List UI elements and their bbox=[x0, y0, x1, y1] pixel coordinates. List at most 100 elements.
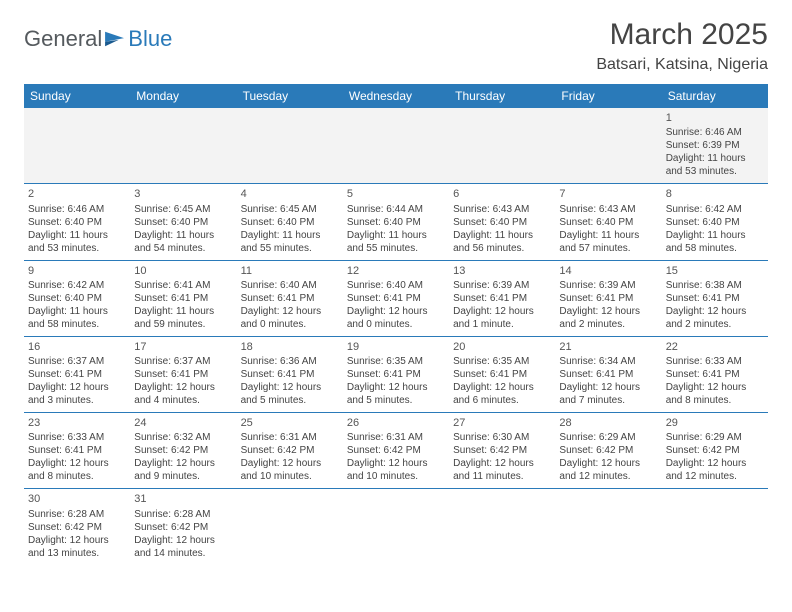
daylight-text: Daylight: 12 hours and 7 minutes. bbox=[559, 381, 657, 407]
daylight-text: Daylight: 11 hours and 53 minutes. bbox=[666, 152, 764, 178]
calendar-row: 30Sunrise: 6:28 AMSunset: 6:42 PMDayligh… bbox=[24, 489, 768, 565]
sunrise-text: Sunrise: 6:29 AM bbox=[559, 431, 657, 444]
day-number: 4 bbox=[241, 187, 339, 201]
sunset-text: Sunset: 6:40 PM bbox=[134, 216, 232, 229]
sunrise-text: Sunrise: 6:31 AM bbox=[241, 431, 339, 444]
sunset-text: Sunset: 6:41 PM bbox=[241, 368, 339, 381]
day-number: 8 bbox=[666, 187, 764, 201]
daylight-text: Daylight: 11 hours and 55 minutes. bbox=[241, 229, 339, 255]
day-number: 12 bbox=[347, 264, 445, 278]
day-number: 29 bbox=[666, 416, 764, 430]
sunset-text: Sunset: 6:41 PM bbox=[666, 368, 764, 381]
flag-icon bbox=[104, 30, 126, 48]
day-number: 5 bbox=[347, 187, 445, 201]
sunset-text: Sunset: 6:42 PM bbox=[666, 444, 764, 457]
calendar-cell bbox=[555, 108, 661, 184]
calendar-cell: 13Sunrise: 6:39 AMSunset: 6:41 PMDayligh… bbox=[449, 260, 555, 336]
calendar-cell bbox=[237, 108, 343, 184]
sunset-text: Sunset: 6:41 PM bbox=[453, 368, 551, 381]
calendar-cell bbox=[449, 108, 555, 184]
daylight-text: Daylight: 11 hours and 57 minutes. bbox=[559, 229, 657, 255]
day-number: 2 bbox=[28, 187, 126, 201]
sunset-text: Sunset: 6:40 PM bbox=[347, 216, 445, 229]
weekday-header: Monday bbox=[130, 84, 236, 108]
daylight-text: Daylight: 12 hours and 11 minutes. bbox=[453, 457, 551, 483]
day-number: 20 bbox=[453, 340, 551, 354]
sunrise-text: Sunrise: 6:38 AM bbox=[666, 279, 764, 292]
sunrise-text: Sunrise: 6:30 AM bbox=[453, 431, 551, 444]
sunrise-text: Sunrise: 6:37 AM bbox=[28, 355, 126, 368]
calendar-cell: 5Sunrise: 6:44 AMSunset: 6:40 PMDaylight… bbox=[343, 184, 449, 260]
calendar-cell: 16Sunrise: 6:37 AMSunset: 6:41 PMDayligh… bbox=[24, 336, 130, 412]
sunset-text: Sunset: 6:40 PM bbox=[453, 216, 551, 229]
sunrise-text: Sunrise: 6:36 AM bbox=[241, 355, 339, 368]
calendar-cell: 2Sunrise: 6:46 AMSunset: 6:40 PMDaylight… bbox=[24, 184, 130, 260]
calendar-cell: 18Sunrise: 6:36 AMSunset: 6:41 PMDayligh… bbox=[237, 336, 343, 412]
calendar-cell: 6Sunrise: 6:43 AMSunset: 6:40 PMDaylight… bbox=[449, 184, 555, 260]
page-title: March 2025 bbox=[596, 18, 768, 52]
calendar-cell: 25Sunrise: 6:31 AMSunset: 6:42 PMDayligh… bbox=[237, 413, 343, 489]
sunrise-text: Sunrise: 6:33 AM bbox=[28, 431, 126, 444]
sunrise-text: Sunrise: 6:46 AM bbox=[666, 126, 764, 139]
sunrise-text: Sunrise: 6:32 AM bbox=[134, 431, 232, 444]
sunrise-text: Sunrise: 6:39 AM bbox=[559, 279, 657, 292]
logo: General Blue bbox=[24, 18, 172, 52]
sunrise-text: Sunrise: 6:45 AM bbox=[134, 203, 232, 216]
calendar-cell bbox=[343, 489, 449, 565]
day-number: 31 bbox=[134, 492, 232, 506]
sunset-text: Sunset: 6:41 PM bbox=[559, 368, 657, 381]
calendar-cell: 23Sunrise: 6:33 AMSunset: 6:41 PMDayligh… bbox=[24, 413, 130, 489]
day-number: 28 bbox=[559, 416, 657, 430]
day-number: 18 bbox=[241, 340, 339, 354]
sunset-text: Sunset: 6:40 PM bbox=[28, 216, 126, 229]
sunrise-text: Sunrise: 6:35 AM bbox=[347, 355, 445, 368]
sunrise-text: Sunrise: 6:35 AM bbox=[453, 355, 551, 368]
sunset-text: Sunset: 6:41 PM bbox=[347, 368, 445, 381]
logo-text-blue: Blue bbox=[128, 26, 172, 52]
day-number: 25 bbox=[241, 416, 339, 430]
calendar-cell: 29Sunrise: 6:29 AMSunset: 6:42 PMDayligh… bbox=[662, 413, 768, 489]
daylight-text: Daylight: 12 hours and 0 minutes. bbox=[241, 305, 339, 331]
calendar-cell: 12Sunrise: 6:40 AMSunset: 6:41 PMDayligh… bbox=[343, 260, 449, 336]
calendar-cell: 14Sunrise: 6:39 AMSunset: 6:41 PMDayligh… bbox=[555, 260, 661, 336]
sunset-text: Sunset: 6:41 PM bbox=[453, 292, 551, 305]
calendar-cell: 31Sunrise: 6:28 AMSunset: 6:42 PMDayligh… bbox=[130, 489, 236, 565]
calendar-cell bbox=[130, 108, 236, 184]
sunrise-text: Sunrise: 6:46 AM bbox=[28, 203, 126, 216]
sunset-text: Sunset: 6:42 PM bbox=[559, 444, 657, 457]
calendar-cell bbox=[449, 489, 555, 565]
sunset-text: Sunset: 6:40 PM bbox=[666, 216, 764, 229]
calendar-row: 1Sunrise: 6:46 AMSunset: 6:39 PMDaylight… bbox=[24, 108, 768, 184]
sunset-text: Sunset: 6:41 PM bbox=[666, 292, 764, 305]
day-number: 13 bbox=[453, 264, 551, 278]
calendar-cell: 28Sunrise: 6:29 AMSunset: 6:42 PMDayligh… bbox=[555, 413, 661, 489]
calendar-cell: 15Sunrise: 6:38 AMSunset: 6:41 PMDayligh… bbox=[662, 260, 768, 336]
sunset-text: Sunset: 6:40 PM bbox=[559, 216, 657, 229]
daylight-text: Daylight: 12 hours and 6 minutes. bbox=[453, 381, 551, 407]
sunrise-text: Sunrise: 6:40 AM bbox=[347, 279, 445, 292]
sunset-text: Sunset: 6:42 PM bbox=[134, 521, 232, 534]
daylight-text: Daylight: 12 hours and 10 minutes. bbox=[241, 457, 339, 483]
calendar-cell: 27Sunrise: 6:30 AMSunset: 6:42 PMDayligh… bbox=[449, 413, 555, 489]
day-number: 19 bbox=[347, 340, 445, 354]
calendar-row: 16Sunrise: 6:37 AMSunset: 6:41 PMDayligh… bbox=[24, 336, 768, 412]
daylight-text: Daylight: 11 hours and 54 minutes. bbox=[134, 229, 232, 255]
sunset-text: Sunset: 6:41 PM bbox=[559, 292, 657, 305]
sunrise-text: Sunrise: 6:42 AM bbox=[666, 203, 764, 216]
sunrise-text: Sunrise: 6:39 AM bbox=[453, 279, 551, 292]
calendar-table: Sunday Monday Tuesday Wednesday Thursday… bbox=[24, 84, 768, 565]
day-number: 3 bbox=[134, 187, 232, 201]
daylight-text: Daylight: 12 hours and 4 minutes. bbox=[134, 381, 232, 407]
calendar-cell: 9Sunrise: 6:42 AMSunset: 6:40 PMDaylight… bbox=[24, 260, 130, 336]
daylight-text: Daylight: 12 hours and 2 minutes. bbox=[666, 305, 764, 331]
calendar-row: 9Sunrise: 6:42 AMSunset: 6:40 PMDaylight… bbox=[24, 260, 768, 336]
sunrise-text: Sunrise: 6:42 AM bbox=[28, 279, 126, 292]
sunrise-text: Sunrise: 6:37 AM bbox=[134, 355, 232, 368]
calendar-cell: 26Sunrise: 6:31 AMSunset: 6:42 PMDayligh… bbox=[343, 413, 449, 489]
day-number: 30 bbox=[28, 492, 126, 506]
calendar-cell: 1Sunrise: 6:46 AMSunset: 6:39 PMDaylight… bbox=[662, 108, 768, 184]
daylight-text: Daylight: 12 hours and 12 minutes. bbox=[666, 457, 764, 483]
sunset-text: Sunset: 6:41 PM bbox=[347, 292, 445, 305]
day-number: 6 bbox=[453, 187, 551, 201]
day-number: 11 bbox=[241, 264, 339, 278]
